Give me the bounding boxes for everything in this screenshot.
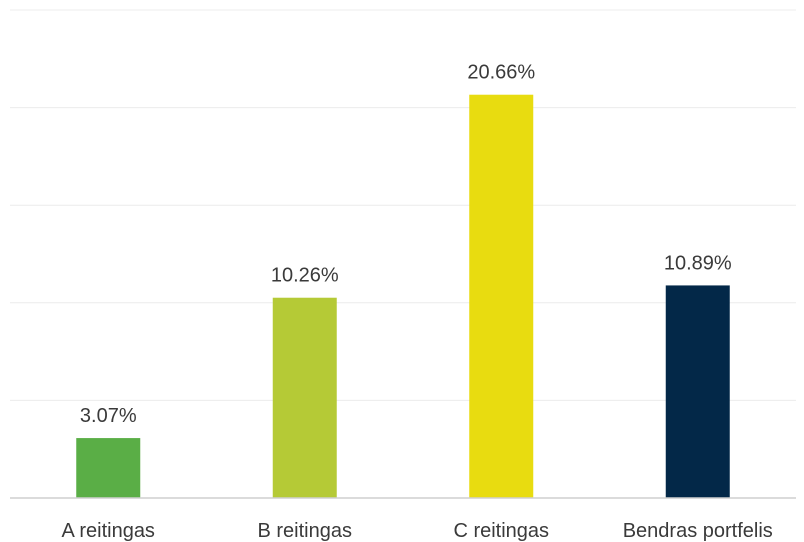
value-labels: 3.07% 10.26% 20.66% 10.89% [80, 62, 732, 427]
data-label: 10.89% [664, 252, 732, 274]
data-label: 3.07% [80, 405, 137, 427]
x-tick-label: B reitingas [258, 520, 353, 542]
x-tick-label: A reitingas [62, 520, 155, 542]
data-label: 10.26% [271, 265, 339, 287]
data-label: 20.66% [467, 62, 535, 84]
x-tick-label: Bendras portfelis [623, 520, 773, 542]
category-labels: A reitingas B reitingas C reitingas Bendras… [62, 520, 773, 542]
bar [272, 297, 337, 498]
bar [665, 285, 730, 498]
x-tick-label: C reitingas [453, 520, 549, 542]
bar [76, 438, 141, 498]
bars [76, 94, 730, 498]
gridlines [10, 9, 796, 401]
bar [469, 94, 534, 498]
